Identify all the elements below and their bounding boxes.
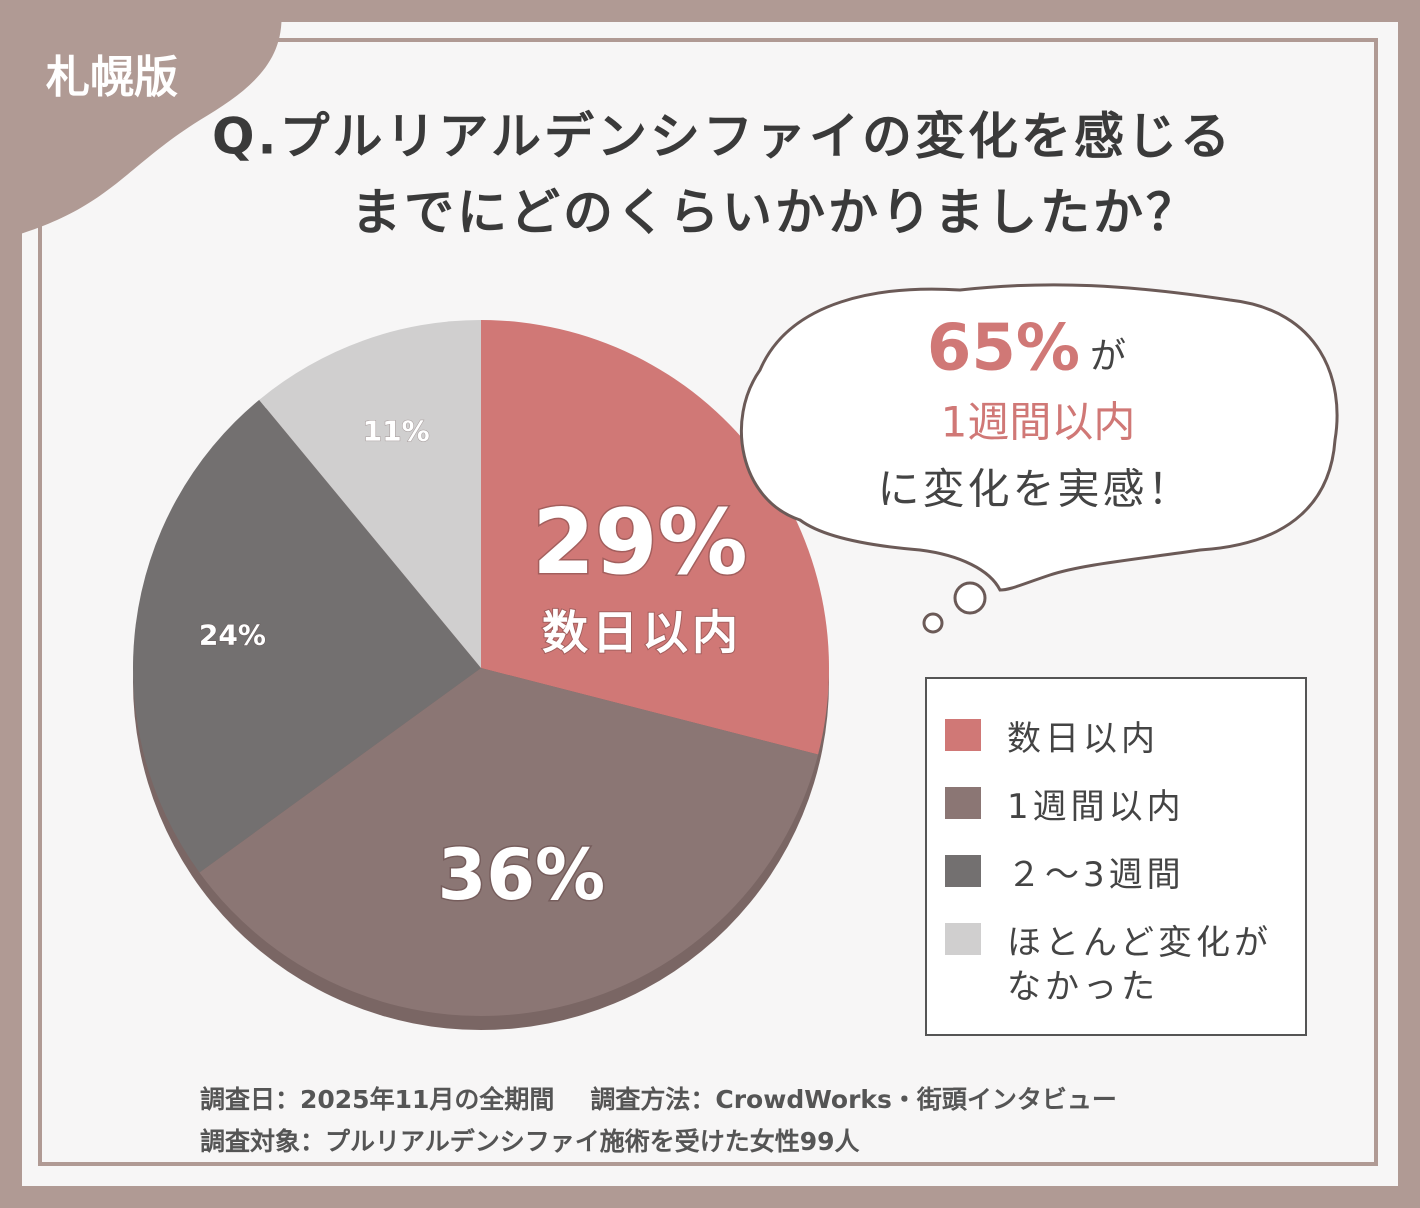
legend-label: 数日以内 bbox=[1007, 719, 1159, 759]
bubble-dot bbox=[922, 612, 944, 634]
corner-blob bbox=[0, 0, 282, 240]
badge: 札幌版 bbox=[46, 52, 178, 103]
speech-bubble bbox=[739, 283, 1339, 592]
annotation-highlight: 65% bbox=[927, 312, 1080, 386]
legend-label: ２～3週間 bbox=[1007, 855, 1185, 895]
legend-item: ２～3週間 bbox=[945, 853, 1292, 897]
data-label: 29% bbox=[532, 490, 747, 595]
bubble-dot bbox=[953, 581, 987, 615]
legend-swatch bbox=[945, 923, 981, 955]
legend: 数日以内 1週間以内 ２～3週間ほとんど変化がなかった bbox=[925, 677, 1307, 1036]
data-label: 11% bbox=[363, 414, 430, 447]
footer-item: 調査日：2025年11月の全期間 bbox=[200, 1085, 555, 1114]
pie-slice bbox=[259, 320, 481, 668]
legend-item: 数日以内 bbox=[945, 717, 1292, 761]
annotation-text: が bbox=[1090, 336, 1126, 377]
legend-swatch bbox=[945, 787, 981, 819]
data-label-category: 数日以内 bbox=[542, 606, 742, 660]
footer-item: 調査方法：CrowdWorks・街頭インタビュー bbox=[590, 1085, 1117, 1114]
annotation-text: に変化を実感！ bbox=[877, 465, 1192, 514]
legend-label: ほとんど変化がなかった bbox=[1007, 923, 1272, 1007]
title: Q.プルリアルデンシファイの変化を感じる bbox=[212, 108, 1233, 166]
data-label: 24% bbox=[199, 619, 266, 652]
pie-slice bbox=[481, 320, 829, 755]
pie-slice bbox=[133, 399, 481, 873]
title: までにどのくらいかかりましたか？ bbox=[351, 184, 1199, 242]
data-label: 36% bbox=[438, 834, 606, 916]
legend-label: 1週間以内 bbox=[1007, 787, 1185, 827]
legend-swatch bbox=[945, 719, 981, 751]
pie-slice bbox=[199, 668, 819, 1016]
footer-text: 調査対象：プルリアルデンシファイ施術を受けた女性99人 bbox=[200, 1127, 860, 1156]
frame bbox=[38, 38, 1378, 1166]
legend-item: 1週間以内 bbox=[945, 785, 1292, 829]
annotation-text: 1週間以内 bbox=[941, 398, 1136, 447]
pie: 29% 数日以内 36% 24% 11% bbox=[133, 320, 829, 1030]
legend-swatch bbox=[945, 855, 981, 887]
legend-item: ほとんど変化がなかった bbox=[945, 921, 1292, 1009]
footer-text: 調査日：2025年11月の全期間 調査方法：CrowdWorks・街頭インタビュー bbox=[200, 1080, 1117, 1116]
